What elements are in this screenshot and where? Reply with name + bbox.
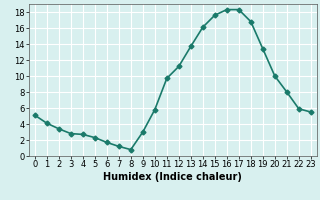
X-axis label: Humidex (Indice chaleur): Humidex (Indice chaleur): [103, 172, 242, 182]
